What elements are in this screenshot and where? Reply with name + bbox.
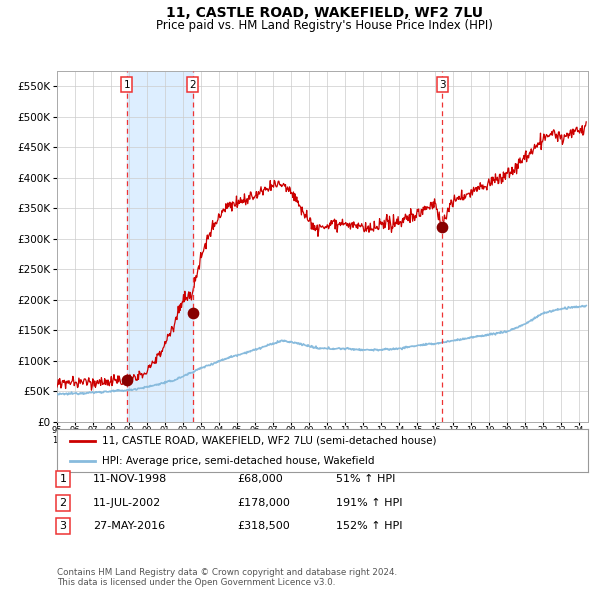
Text: 2: 2: [189, 80, 196, 90]
Text: 3: 3: [59, 522, 67, 531]
Text: 11, CASTLE ROAD, WAKEFIELD, WF2 7LU: 11, CASTLE ROAD, WAKEFIELD, WF2 7LU: [166, 6, 482, 20]
Text: Price paid vs. HM Land Registry's House Price Index (HPI): Price paid vs. HM Land Registry's House …: [155, 19, 493, 32]
Text: £178,000: £178,000: [237, 498, 290, 507]
Text: 191% ↑ HPI: 191% ↑ HPI: [336, 498, 403, 507]
Text: 1: 1: [59, 474, 67, 484]
Bar: [127, 71, 193, 422]
Point: [188, 309, 197, 318]
Text: 11, CASTLE ROAD, WAKEFIELD, WF2 7LU (semi-detached house): 11, CASTLE ROAD, WAKEFIELD, WF2 7LU (sem…: [102, 436, 437, 446]
Point: [437, 222, 447, 232]
Point: [122, 376, 131, 385]
Text: 51% ↑ HPI: 51% ↑ HPI: [336, 474, 395, 484]
Text: 27-MAY-2016: 27-MAY-2016: [93, 522, 165, 531]
Text: £68,000: £68,000: [237, 474, 283, 484]
Text: 1: 1: [124, 80, 130, 90]
Text: HPI: Average price, semi-detached house, Wakefield: HPI: Average price, semi-detached house,…: [102, 456, 374, 466]
Text: Contains HM Land Registry data © Crown copyright and database right 2024.
This d: Contains HM Land Registry data © Crown c…: [57, 568, 397, 587]
Text: 3: 3: [439, 80, 446, 90]
Text: 2: 2: [59, 498, 67, 507]
Text: 11-NOV-1998: 11-NOV-1998: [93, 474, 167, 484]
Text: 152% ↑ HPI: 152% ↑ HPI: [336, 522, 403, 531]
Text: 11-JUL-2002: 11-JUL-2002: [93, 498, 161, 507]
Text: £318,500: £318,500: [237, 522, 290, 531]
